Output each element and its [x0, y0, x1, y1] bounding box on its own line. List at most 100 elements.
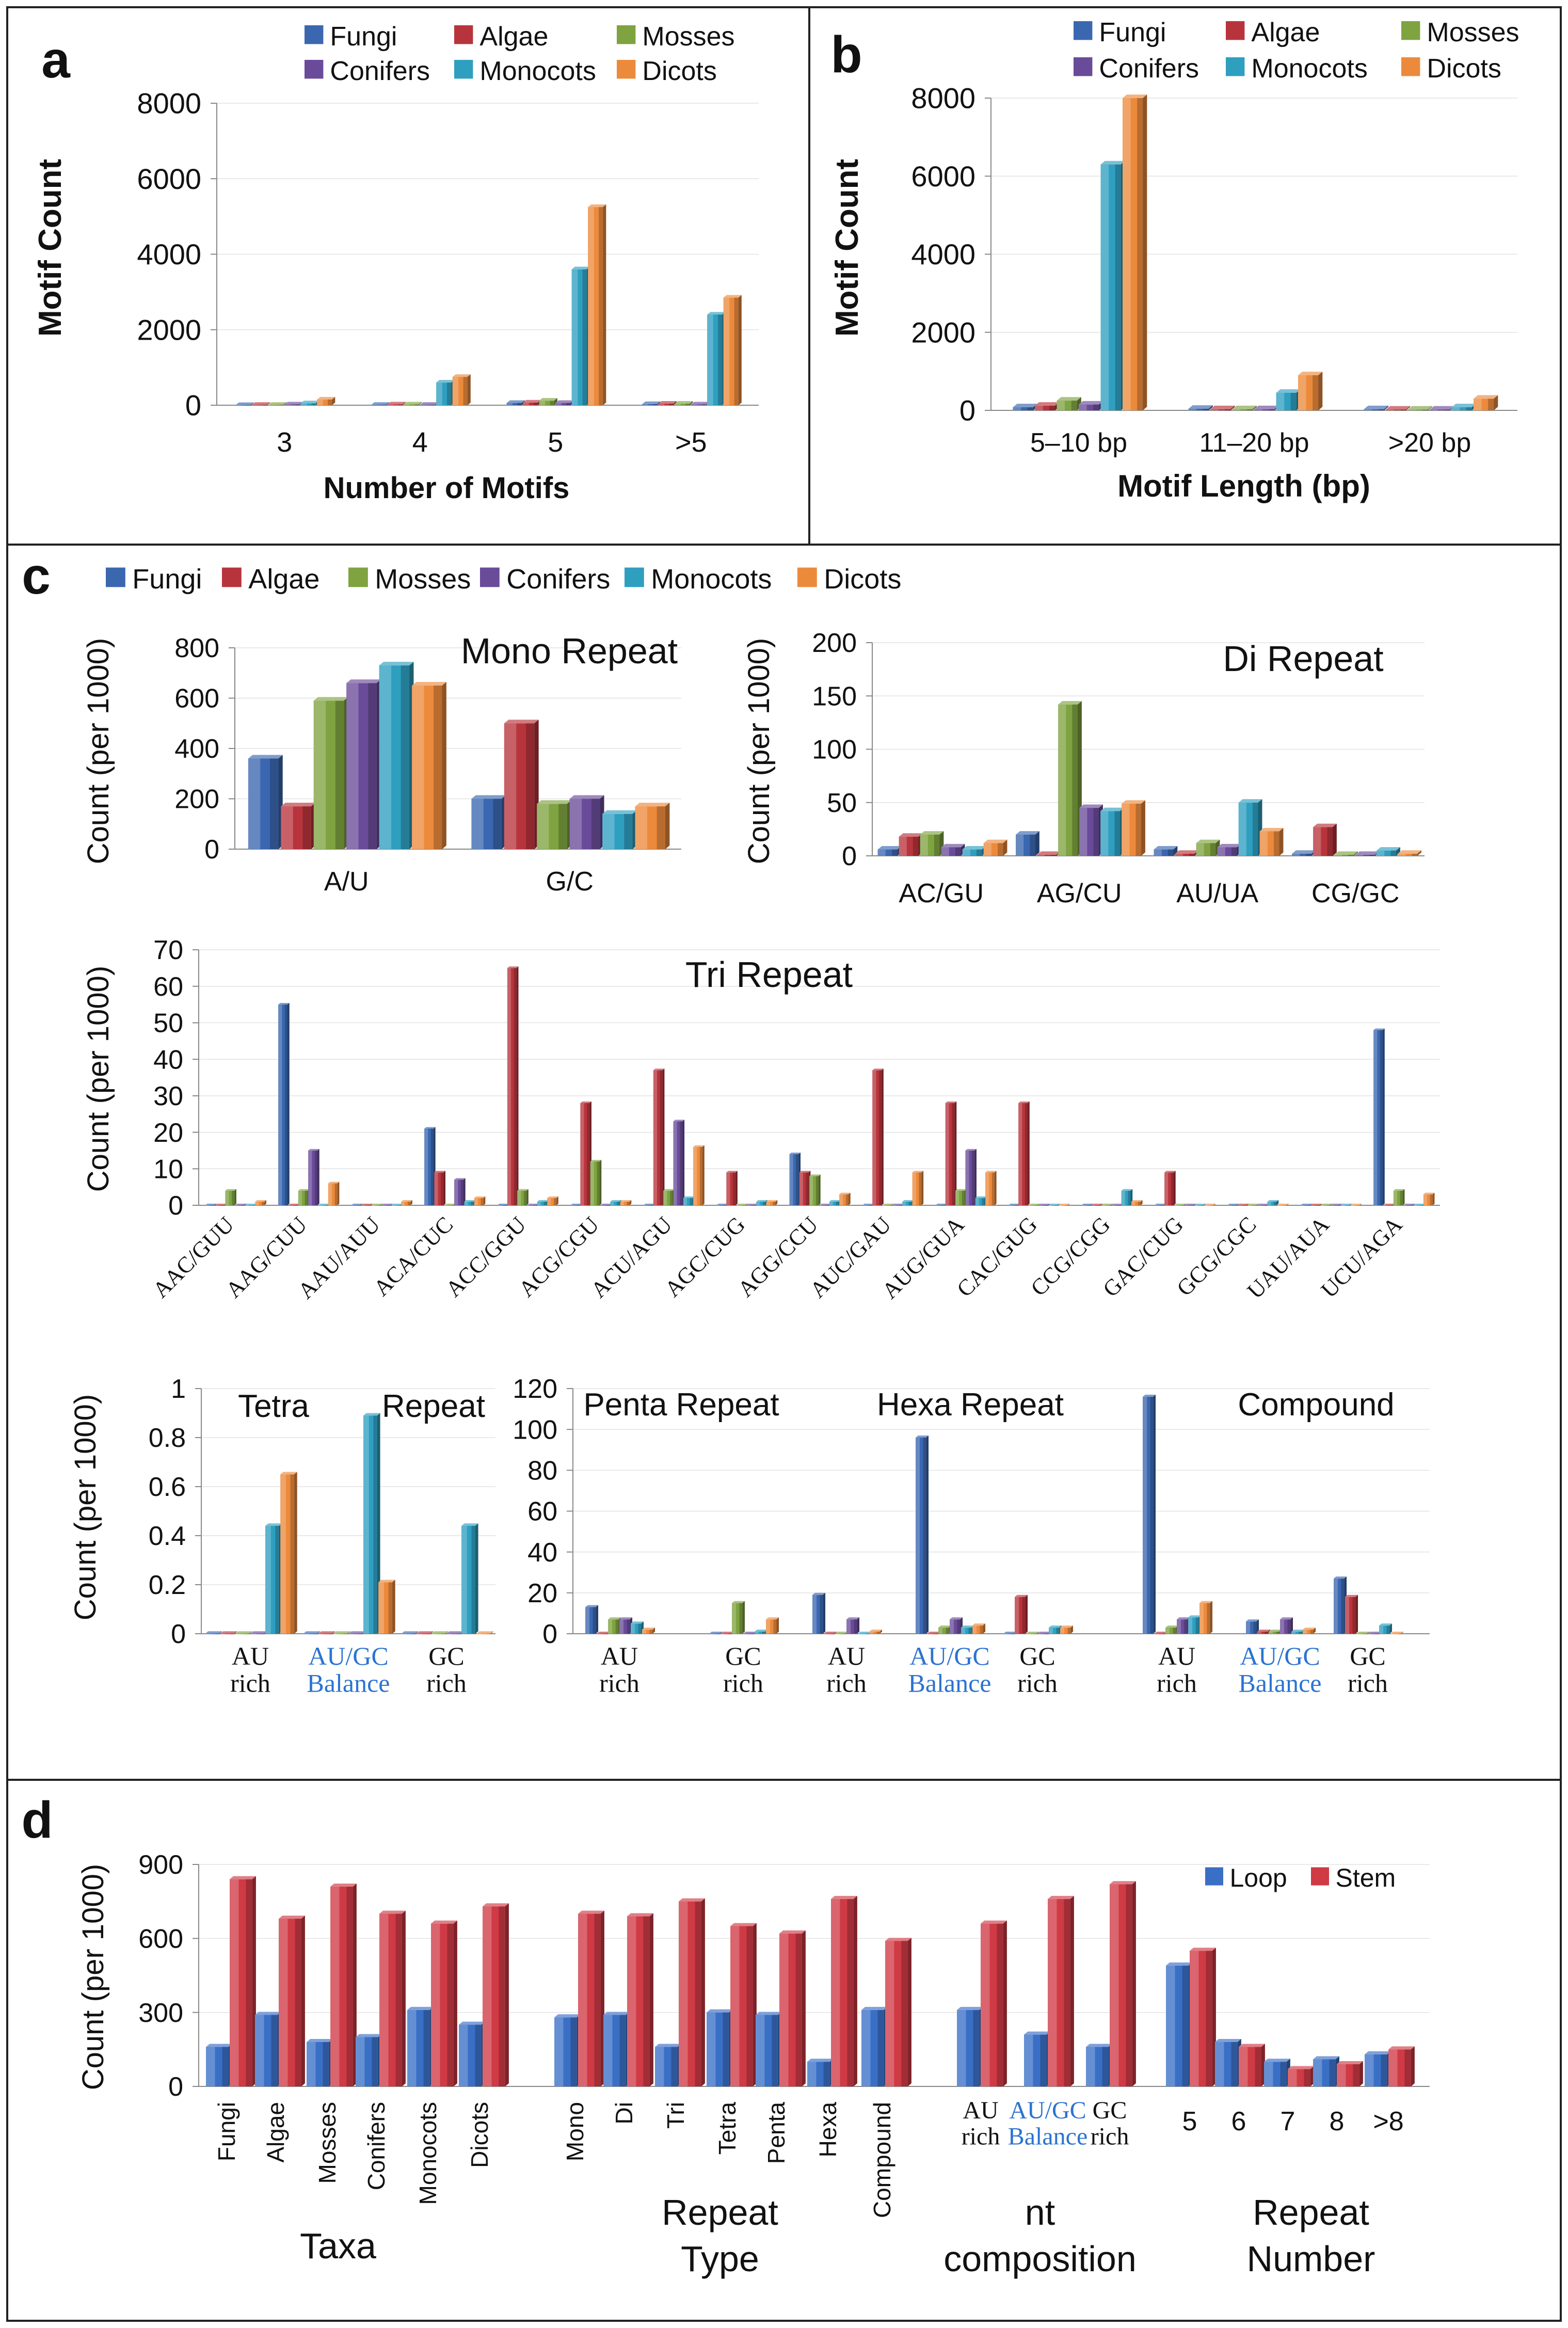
bar-c3-fungi-agg-ccu: [789, 1152, 801, 1205]
chart-title-di-repeat: Di Repeat: [1223, 639, 1383, 679]
bar-c3-fungi-agc-cug: [716, 1203, 728, 1206]
bar-d-stem-di: [627, 1913, 653, 2086]
bar-c3-algae-aag-cuu: [288, 1203, 300, 1206]
x-tick-label-7: 7: [1281, 2107, 1295, 2136]
x-tick-label-au-gc-balance: AU/GC: [1009, 2097, 1086, 2124]
x-tick-label-au-rich: AU: [1158, 1641, 1195, 1670]
x-tick-label-tetra: Tetra: [714, 2102, 741, 2155]
chart-c5-y-tick-label: 60: [527, 1497, 557, 1527]
bar-d-stem-gc-rich: [1110, 1881, 1136, 2086]
bar-c3-conifers-cac-gug: [1038, 1203, 1050, 1206]
bar-c4-algae-gc-rich: [416, 1631, 434, 1634]
bar-c3-dicots-agc-cug: [766, 1200, 778, 1205]
chart-c3-y-tick-label: 50: [153, 1009, 183, 1039]
bar-d-loop-algae: [255, 2012, 281, 2086]
legend-swatch-algae: [454, 25, 473, 44]
bar-c3-algae-aau-auu: [361, 1203, 373, 1206]
bar-c3-dicots-uau-aua: [1350, 1203, 1362, 1206]
legend-swatch-monocots: [625, 567, 644, 587]
bar-a-algae-5: [523, 400, 541, 405]
bar-c3-dicots-aug-gua: [985, 1171, 997, 1205]
x-tick-label-cac-gug: CAC/GUG: [952, 1211, 1042, 1302]
bar-c3-fungi-acg-cgu: [570, 1203, 582, 1206]
bar-c2-monocots-cg-gc: [1377, 847, 1400, 856]
x-tick-label-au-gc-balance: AU/GC: [308, 1641, 389, 1670]
bar-c3-mosses-aug-gua: [955, 1189, 967, 1205]
legend-swatch-mosses: [348, 567, 368, 587]
bar-c3-dicots-acu-agu: [693, 1145, 705, 1205]
bar-c3-algae-acg-cgu: [580, 1101, 591, 1205]
bar-c2-conifers-au-ua: [1217, 843, 1241, 856]
bar-c4-conifers-au-rich: [250, 1631, 267, 1634]
bar-a-fungi-3: [235, 402, 254, 406]
bar-b-conifers-5-10-bp: [1079, 401, 1103, 410]
x-tick-label-au-gc-balance: AU/GC: [1240, 1641, 1320, 1670]
bar-a-dicots-3: [317, 396, 335, 405]
bar-d-loop-tetra: [707, 2009, 733, 2086]
bar-a-dicots-4: [452, 374, 471, 405]
x-tick-label-11-20-bp: 11–20 bp: [1199, 428, 1309, 458]
legend-label-fungi: Fungi: [1099, 18, 1166, 47]
chart-a-y-tick-label: 6000: [137, 163, 201, 195]
bar-b-conifers-20-bp: [1430, 406, 1454, 410]
y-axis-title-d: Count (per 1000): [76, 1864, 110, 2090]
bar-c3-fungi-gcg-cgc: [1227, 1203, 1239, 1206]
bar-c3-conifers-acc-ggu: [527, 1203, 539, 1206]
bar-c3-algae-acu-agu: [653, 1069, 665, 1205]
chart-title-tetra-repeat: Tetra: [238, 1389, 309, 1424]
x-tick-label-au-rich: AU: [232, 1641, 269, 1670]
bar-d-loop-conifers: [356, 2034, 382, 2086]
x-tick-label-8: >8: [1373, 2107, 1403, 2136]
bar-d-loop-mono: [554, 2014, 581, 2086]
bar-a-fungi-5: [506, 400, 525, 405]
bar-c4-mosses-au-gc-balance: [333, 1631, 350, 1634]
bar-c5-penta-repeat-fungi-gc-rich: [709, 1632, 723, 1634]
bar-c3-dicots-cac-gug: [1058, 1203, 1070, 1206]
bar-c1-algae-g-c: [504, 720, 539, 849]
bar-c3-dicots-ucu-aga: [1423, 1192, 1435, 1205]
bar-c3-algae-uau-aua: [1310, 1203, 1322, 1206]
bar-c2-mosses-cg-gc: [1334, 851, 1358, 856]
bar-d-stem-au-rich: [981, 1920, 1007, 2086]
x-tick-label-acc-ggu: ACC/GGU: [441, 1211, 531, 1302]
chart-d-y-tick-label: 300: [138, 1998, 183, 2028]
x-tick-label-agc-cug: AGC/CUG: [660, 1211, 750, 1302]
chart-c4-y-tick-label: 0.2: [149, 1570, 186, 1600]
bar-b-mosses-5-10-bp: [1057, 397, 1081, 410]
bar-a-conifers-5: [555, 400, 574, 405]
bar-c3-fungi-aug-gua: [935, 1203, 947, 1206]
bar-c2-algae-au-ua: [1175, 850, 1199, 856]
x-axis-title-b: Motif Length (bp): [1117, 469, 1370, 503]
y-axis-title-c1: Count (per 1000): [82, 638, 115, 864]
bar-c5-compound-fungi-au-gc-balance: [1246, 1619, 1259, 1634]
legend-swatch-monocots: [1226, 57, 1245, 76]
legend-label-monocots: Monocots: [651, 564, 772, 595]
chart-c1-y-tick-label: 800: [174, 633, 219, 663]
x-tick-label-gc-rich: GC: [1350, 1641, 1385, 1670]
bar-d-loop-8: [1365, 2051, 1391, 2086]
bar-c3-algae-ucu-aga: [1383, 1203, 1395, 1206]
chart-c2-y-tick-label: 200: [812, 628, 857, 658]
bar-b-fungi-20-bp: [1364, 405, 1388, 410]
chart-d-y-tick-label: 0: [168, 2072, 183, 2102]
y-axis-title-c2: Count (per 1000): [742, 638, 776, 864]
bar-d-loop-6: [1215, 2039, 1241, 2086]
bar-c3-conifers-agg-ccu: [819, 1203, 831, 1206]
bar-c3-monocots-auc-gau: [902, 1200, 914, 1205]
y-axis-title-c3: Count (per 1000): [82, 966, 115, 1192]
bar-c3-mosses-auc-gau: [882, 1203, 894, 1206]
legend-swatch-algae: [1226, 21, 1245, 40]
bar-c3-fungi-aag-cuu: [278, 1002, 290, 1205]
bar-c3-algae-auc-gau: [872, 1069, 884, 1205]
y-axis-title-b: Motif Count: [829, 159, 865, 337]
chart-d-y-tick-label: 600: [138, 1924, 183, 1954]
bar-c5-hexa-repeat-fungi-au-rich: [812, 1592, 826, 1634]
bar-c5-penta-repeat-dicots-gc-rich: [766, 1617, 779, 1634]
bar-c3-fungi-acu-agu: [643, 1203, 655, 1206]
bar-d-loop-gc-rich: [1086, 2044, 1112, 2086]
x-axis-title-a: Number of Motifs: [324, 471, 570, 505]
bar-c3-fungi-ucu-aga: [1373, 1028, 1385, 1205]
bar-c2-conifers-ac-gu: [941, 843, 965, 856]
